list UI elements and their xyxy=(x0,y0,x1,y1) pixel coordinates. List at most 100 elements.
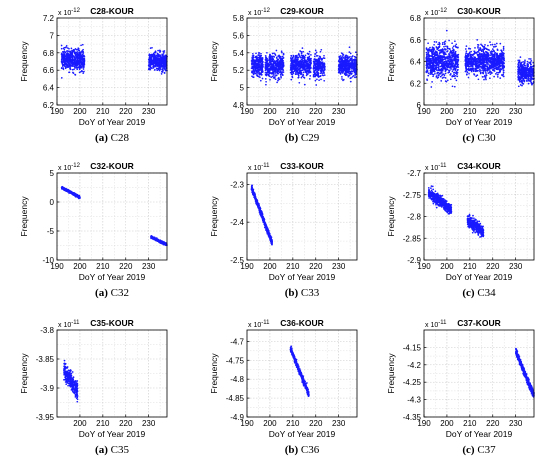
data-point xyxy=(453,73,455,76)
data-point xyxy=(468,69,471,72)
data-point xyxy=(257,60,259,63)
data-point xyxy=(269,53,271,56)
data-point xyxy=(257,56,260,59)
axis-exponent: x 10-12 xyxy=(248,8,271,17)
data-point xyxy=(319,56,322,58)
data-point xyxy=(271,52,274,55)
data-point xyxy=(493,55,495,58)
data-point xyxy=(454,44,457,47)
data-point xyxy=(153,62,155,65)
data-point xyxy=(483,75,485,78)
data-point xyxy=(301,59,303,61)
data-point xyxy=(62,47,65,50)
data-point xyxy=(148,57,151,59)
data-point xyxy=(154,65,157,68)
data-point xyxy=(321,61,324,64)
axis-exponent: x 10-12 xyxy=(58,8,81,17)
data-point xyxy=(276,81,278,84)
data-point xyxy=(251,75,253,78)
data-point xyxy=(436,59,438,62)
data-point xyxy=(449,48,451,51)
data-point xyxy=(270,65,272,68)
data-point xyxy=(151,46,153,49)
data-point xyxy=(487,68,490,71)
data-point xyxy=(484,77,487,79)
data-point xyxy=(446,79,449,82)
y-tick-label: 6.6 xyxy=(43,66,55,75)
data-point xyxy=(353,55,356,58)
data-point xyxy=(74,73,76,76)
data-point xyxy=(280,63,282,65)
data-point xyxy=(530,59,533,62)
data-point xyxy=(478,70,481,72)
data-point xyxy=(154,61,156,63)
data-point xyxy=(445,80,448,83)
data-point xyxy=(342,79,344,82)
data-point xyxy=(468,47,470,50)
data-point xyxy=(80,44,82,47)
data-point xyxy=(503,65,505,68)
data-point xyxy=(81,50,84,53)
data-point xyxy=(494,73,497,75)
data-point xyxy=(436,52,439,54)
data-point xyxy=(469,63,471,65)
data-point xyxy=(452,45,455,48)
data-point xyxy=(475,75,477,77)
data-point xyxy=(281,74,284,77)
data-point xyxy=(73,65,75,68)
data-point xyxy=(444,72,447,75)
data-point xyxy=(494,63,497,65)
data-point xyxy=(82,72,85,74)
data-point xyxy=(259,60,262,62)
data-point xyxy=(159,62,161,64)
data-point xyxy=(430,50,433,53)
chart-title: C29-KOUR xyxy=(280,6,323,16)
data-point xyxy=(272,66,275,68)
data-point xyxy=(160,66,163,68)
data-point xyxy=(71,68,74,71)
data-point xyxy=(279,55,282,58)
data-point xyxy=(257,52,260,54)
data-point xyxy=(259,63,261,65)
data-point xyxy=(465,67,467,70)
data-point xyxy=(482,52,485,54)
data-point xyxy=(354,51,357,54)
data-point xyxy=(262,65,264,68)
data-point xyxy=(438,60,440,63)
data-point xyxy=(62,68,65,71)
data-point xyxy=(275,57,278,59)
data-point xyxy=(279,70,282,72)
data-point xyxy=(308,78,311,80)
data-point xyxy=(68,47,70,50)
data-point xyxy=(425,71,428,74)
data-point xyxy=(61,64,64,66)
data-point xyxy=(448,39,450,42)
data-point xyxy=(427,42,429,45)
data-point xyxy=(349,77,352,80)
data-point xyxy=(492,58,495,60)
data-point xyxy=(296,71,299,74)
data-point xyxy=(150,56,153,59)
data-point xyxy=(496,73,499,76)
data-point xyxy=(482,59,485,62)
data-point xyxy=(429,73,432,75)
data-point xyxy=(478,52,481,55)
data-point xyxy=(446,60,448,63)
data-point xyxy=(264,54,267,57)
data-point xyxy=(77,47,80,50)
data-point xyxy=(256,71,259,73)
data-point xyxy=(275,74,278,77)
data-point xyxy=(304,54,307,57)
data-point xyxy=(255,69,258,72)
data-point xyxy=(489,67,491,70)
data-point xyxy=(253,72,255,75)
data-point xyxy=(281,71,284,73)
data-point xyxy=(477,45,479,48)
data-point xyxy=(261,68,264,71)
data-point xyxy=(271,57,274,60)
data-point xyxy=(271,59,274,62)
data-point xyxy=(274,54,277,56)
data-point xyxy=(80,58,83,61)
data-point xyxy=(153,65,156,67)
data-point xyxy=(456,63,458,65)
